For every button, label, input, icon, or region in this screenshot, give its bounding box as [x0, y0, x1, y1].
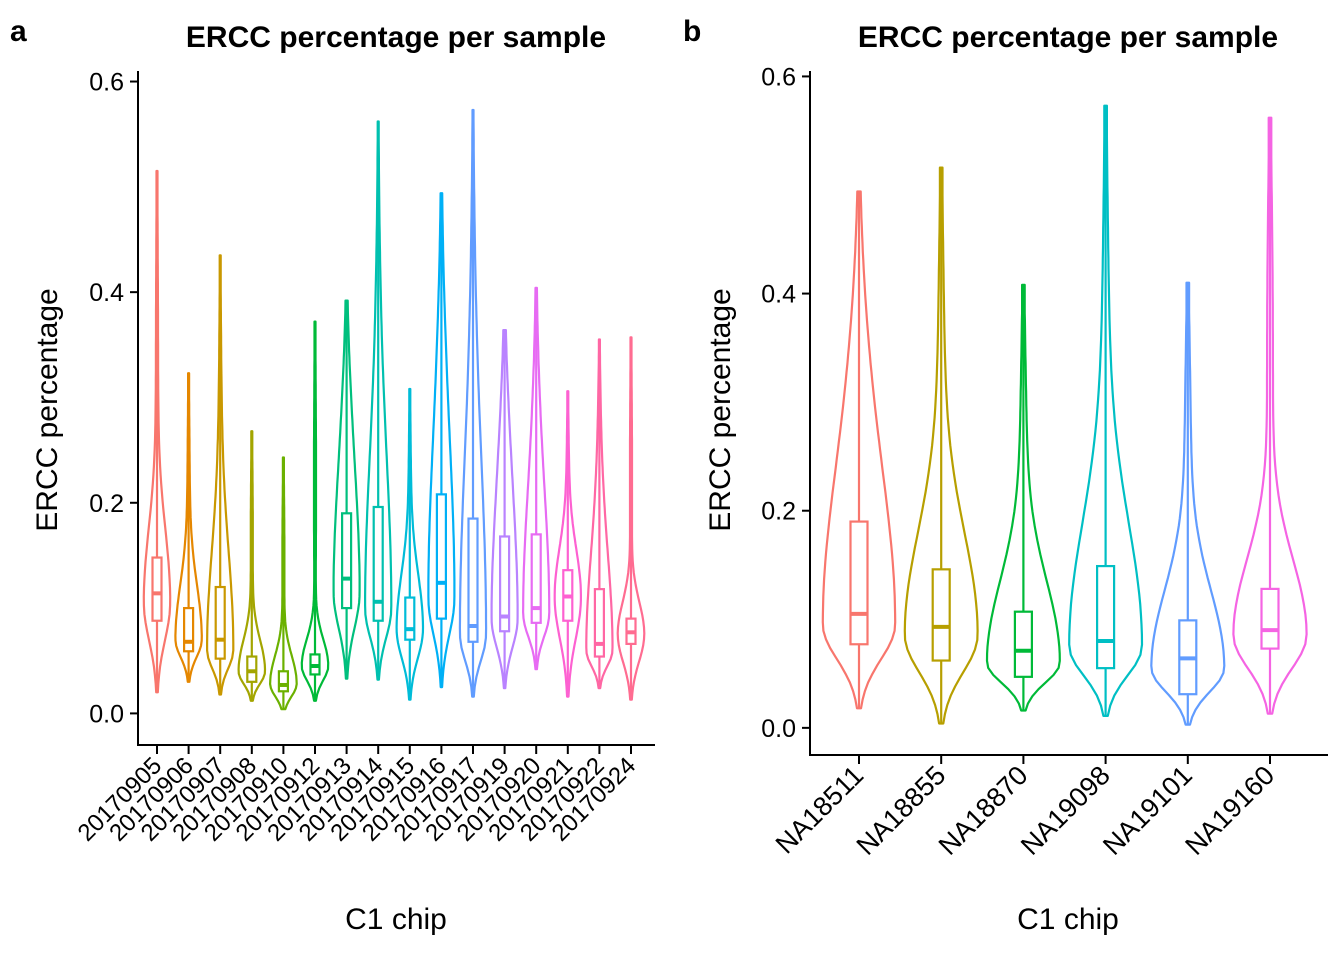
box	[1095, 564, 1116, 670]
violin	[174, 372, 203, 683]
x-tick-label: NA19098	[1015, 760, 1116, 861]
x-ticks-b: NA18511NA18855NA18870NA19098NA19101NA191…	[770, 755, 1280, 861]
y-ticks-a: 0.0 0.2 0.4 0.6	[89, 69, 138, 728]
box	[214, 585, 226, 660]
violin	[985, 283, 1061, 712]
box	[467, 517, 479, 643]
box	[372, 505, 384, 622]
violin	[395, 387, 425, 701]
box	[246, 655, 258, 683]
plot-area-a	[142, 108, 646, 711]
y-tick-label: 0.4	[89, 279, 124, 307]
box	[1013, 610, 1034, 678]
box	[435, 493, 447, 620]
box	[1260, 587, 1280, 650]
y-ticks-b: 0.0 0.2 0.4 0.6	[761, 63, 810, 743]
panel-a: a ERCC percentage per sample 0.00.20.40.…	[10, 15, 655, 936]
y-tick-label: 0.2	[89, 490, 124, 518]
y-axis-title-a: ERCC percentage	[31, 288, 64, 531]
violin	[616, 336, 646, 701]
chart-title-a: ERCC percentage per sample	[186, 21, 606, 54]
box	[499, 535, 511, 633]
x-tick-label: NA19101	[1097, 760, 1198, 861]
y-tick-label: 0.2	[761, 498, 796, 526]
y-tick-label: 0.0	[761, 715, 796, 743]
panel-label-b: b	[683, 15, 701, 48]
x-ticks-a: 2017090520170906201709072017090820170910…	[73, 745, 641, 847]
plot-area-b	[821, 104, 1308, 726]
x-tick-label: NA18855	[851, 760, 952, 861]
box	[277, 670, 289, 693]
x-tick-label: NA19160	[1179, 760, 1280, 861]
violin	[522, 286, 551, 671]
box	[183, 606, 195, 653]
x-axis-title-b: C1 chip	[1017, 903, 1119, 936]
panel-b: b ERCC percentage per sample 0.00.20.40.…	[683, 15, 1328, 936]
violin	[1150, 281, 1226, 726]
violin	[585, 338, 614, 690]
y-tick-label: 0.0	[89, 700, 124, 728]
y-tick-label: 0.6	[761, 63, 796, 91]
y-axis-title-b: ERCC percentage	[704, 288, 737, 531]
violin	[142, 169, 172, 694]
violin	[1232, 116, 1308, 715]
box	[341, 512, 353, 610]
violin	[903, 166, 979, 725]
x-axis-title-a: C1 chip	[345, 903, 447, 936]
chart-title-b: ERCC percentage per sample	[858, 21, 1278, 54]
x-tick-label: NA18870	[933, 760, 1034, 861]
violin	[1068, 104, 1144, 717]
panel-label-a: a	[10, 15, 27, 48]
box	[849, 520, 869, 646]
box	[931, 568, 951, 662]
violin	[821, 190, 897, 710]
box	[593, 588, 606, 658]
violin	[364, 120, 393, 681]
box	[404, 596, 416, 641]
violin	[490, 329, 519, 690]
y-tick-label: 0.6	[89, 69, 124, 97]
y-tick-label: 0.4	[761, 281, 796, 309]
box	[530, 533, 542, 624]
box	[151, 556, 163, 622]
